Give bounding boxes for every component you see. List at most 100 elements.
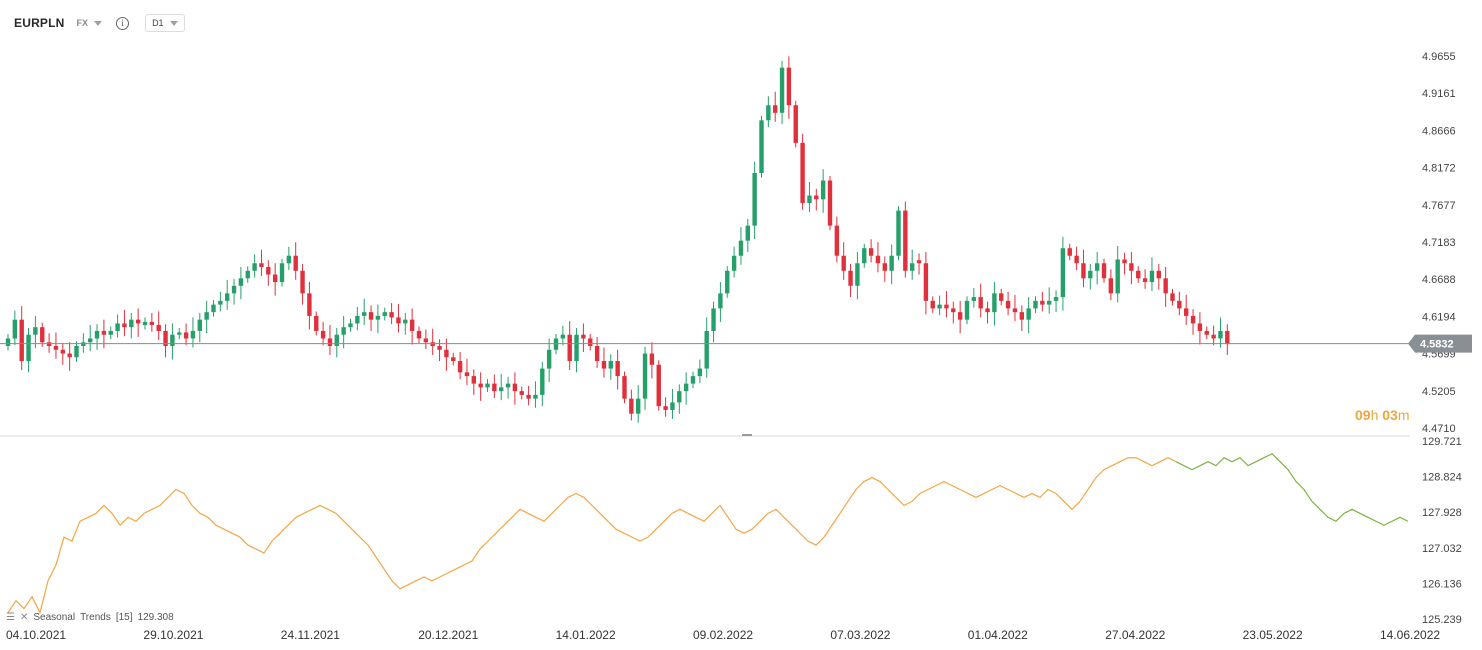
candle-down (594, 346, 600, 362)
candle-down (1177, 300, 1182, 309)
candle-down (423, 338, 429, 343)
candle-down (389, 312, 394, 318)
candle-up (642, 353, 648, 399)
candle-down (492, 383, 497, 392)
indicator-axis-tick: 126.136 (1422, 578, 1462, 590)
candle-down (451, 357, 456, 362)
candle-up (670, 402, 675, 410)
candle-up (108, 330, 113, 335)
close-icon[interactable]: ✕ (19, 612, 29, 623)
candle-up (334, 334, 339, 347)
x-axis-tick: 07.03.2022 (830, 628, 890, 642)
candle-up (362, 312, 367, 316)
candle-down (957, 312, 963, 320)
candle-down (67, 353, 72, 358)
x-axis-tick: 14.06.2022 (1380, 628, 1440, 642)
candle-up (964, 300, 970, 320)
candle-down (368, 312, 374, 320)
candle-down (1190, 315, 1196, 324)
countdown-h-unit: h (1370, 407, 1379, 423)
candle-up (348, 323, 353, 328)
candle-up (533, 394, 538, 399)
candle-down (1170, 293, 1175, 301)
candle-down (978, 297, 983, 309)
candle-up (971, 297, 977, 301)
indicator-value: 129.308 (137, 612, 174, 623)
candle-down (814, 195, 819, 200)
candle-down (1197, 323, 1203, 331)
candle-up (94, 330, 100, 339)
candle-up (718, 293, 723, 309)
chart-toolbar: EURPLN FX i D1 (14, 12, 185, 34)
candle-down (1067, 248, 1072, 256)
candle-up (992, 293, 997, 313)
candle-up (1115, 259, 1120, 294)
candle-down (1040, 300, 1045, 305)
indicator-period: [15] (115, 612, 133, 623)
candle-down (314, 315, 319, 331)
price-axis-tick: 4.9161 (1422, 88, 1456, 100)
timeframe-select[interactable]: D1 (145, 14, 185, 32)
candle-up (170, 334, 175, 347)
candle-down (320, 330, 326, 339)
candle-down (649, 353, 655, 365)
candle-down (1005, 300, 1011, 309)
candle-down (60, 349, 65, 354)
info-icon[interactable]: i (116, 16, 130, 30)
candle-down (951, 308, 956, 313)
candle-up (608, 361, 613, 369)
x-axis-tick: 14.01.2022 (556, 628, 616, 642)
candle-down (1142, 278, 1148, 283)
candle-up (546, 349, 552, 369)
candle-down (46, 342, 52, 347)
candle-down (40, 327, 45, 343)
price-axis-tick: 4.8172 (1422, 163, 1456, 175)
candle-down (478, 383, 483, 388)
candle-down (464, 372, 470, 377)
candle-down (1074, 255, 1079, 264)
candle-up (779, 67, 785, 113)
candle-down (1204, 330, 1209, 335)
symbol-dropdown-icon[interactable] (94, 20, 103, 26)
price-axis-tick: 4.6688 (1422, 274, 1456, 286)
candle-up (355, 315, 360, 324)
candle-down (437, 346, 442, 350)
candle-up (197, 319, 202, 331)
candle-up (1026, 308, 1031, 320)
candle-up (725, 270, 730, 294)
candle-down (868, 248, 874, 256)
price-axis-tick: 4.6194 (1422, 311, 1456, 323)
candle-down (416, 330, 422, 339)
candle-up (190, 330, 196, 339)
candle-down (1012, 308, 1018, 313)
price-axis-tick: 4.8666 (1422, 125, 1456, 137)
candle-down (567, 334, 572, 362)
menu-icon[interactable]: ☰ (6, 612, 15, 623)
candle-down (656, 364, 661, 407)
candle-up (33, 327, 38, 335)
x-axis-tick: 20.12.2021 (418, 628, 478, 642)
candle-down (800, 142, 805, 204)
candle-down (1122, 259, 1127, 264)
candle-down (944, 304, 949, 309)
candle-up (505, 383, 511, 388)
candle-up (499, 387, 504, 392)
candle-up (553, 338, 559, 350)
countdown-minutes: 03 (1382, 407, 1398, 423)
candle-up (759, 120, 764, 173)
candle-down (1136, 270, 1141, 279)
candle-up (683, 383, 689, 392)
candle-down (183, 332, 189, 339)
candle-down (471, 376, 476, 384)
symbol-name[interactable]: EURPLN (14, 16, 65, 30)
indicator-label: Trends (80, 612, 111, 623)
candle-down (272, 274, 278, 283)
candle-down (793, 105, 798, 143)
timeframe-value: D1 (152, 18, 164, 28)
candle-up (636, 398, 641, 414)
candle-down (663, 406, 668, 410)
candle-up (820, 180, 826, 200)
candle-down (841, 255, 846, 271)
market-label: FX (76, 18, 89, 28)
